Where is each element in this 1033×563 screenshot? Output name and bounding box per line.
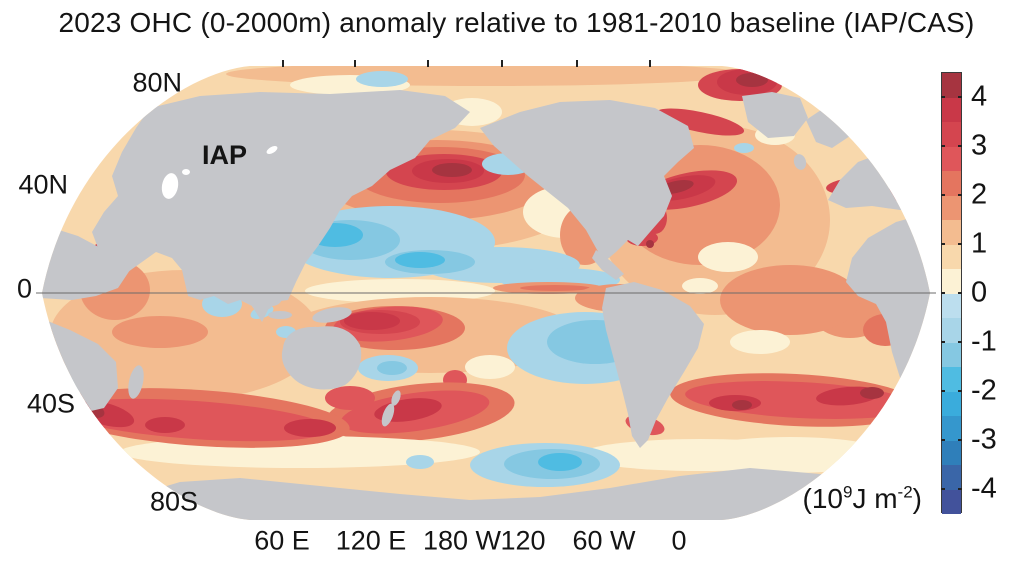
figure-title: 2023 OHC (0-2000m) anomaly relative to 1… — [58, 7, 975, 38]
north-america — [480, 100, 694, 262]
colorbar-segment — [942, 391, 961, 416]
caspian-sea — [161, 173, 179, 199]
asia — [92, 90, 470, 322]
aral-sea — [182, 169, 190, 175]
borneo — [262, 290, 282, 306]
colorbar-units-label: (109J m-2) — [802, 482, 923, 514]
south-america — [602, 282, 704, 448]
lon-tick-180W: 180 W — [422, 525, 502, 556]
colorbar — [941, 72, 962, 514]
colorbar-segment — [942, 122, 961, 147]
africa-northeast — [42, 224, 130, 300]
greenland — [742, 92, 808, 138]
colorbar-segment — [942, 73, 961, 98]
lon-tick-120E: 120 E — [335, 525, 407, 556]
new-zealand-north — [391, 390, 401, 406]
lon-tick-120W: 120 — [500, 525, 546, 556]
new-zealand-south — [381, 403, 395, 427]
colorbar-segment — [942, 465, 961, 490]
colorbar-segment — [942, 318, 961, 343]
colorbar-segment — [942, 489, 961, 514]
land-layer — [42, 90, 930, 520]
colorbar-segment — [942, 269, 961, 294]
meridian-ticks — [282, 60, 651, 67]
colorbar-segment — [942, 97, 961, 122]
lon-tick-0: 0 — [671, 525, 687, 556]
colorbar-segment — [942, 195, 961, 220]
new-guinea — [312, 307, 352, 323]
colorbar-segment — [942, 171, 961, 196]
british-isles — [793, 154, 807, 170]
java — [268, 311, 292, 319]
dataset-label: IAP — [202, 140, 248, 170]
colorbar-segment — [942, 440, 961, 465]
lat-tick-80N: 80N — [132, 67, 182, 98]
colorbar-segment — [942, 416, 961, 441]
lat-tick-80S: 80S — [149, 486, 198, 517]
australia — [281, 326, 362, 390]
colorbar-segment — [942, 293, 961, 318]
colorbar-segment — [942, 244, 961, 269]
philippines — [286, 260, 298, 280]
colorbar-segment — [942, 342, 961, 367]
kamchatka — [355, 124, 375, 156]
central-america — [592, 250, 624, 280]
lat-tick-40N: 40N — [18, 169, 68, 200]
madagascar — [128, 365, 144, 399]
lake-baikal — [266, 146, 278, 154]
colorbar-segment — [942, 146, 961, 171]
lon-tick-60W: 60 W — [572, 525, 636, 556]
antarctica — [100, 468, 920, 520]
japan — [309, 182, 333, 210]
lat-tick-0: 0 — [16, 273, 32, 304]
colorbar-segment — [942, 220, 961, 245]
colorbar-segment — [942, 367, 961, 392]
lon-tick-60E: 60 E — [254, 525, 310, 556]
sumatra — [252, 302, 272, 310]
lat-tick-40S: 40S — [26, 388, 75, 419]
